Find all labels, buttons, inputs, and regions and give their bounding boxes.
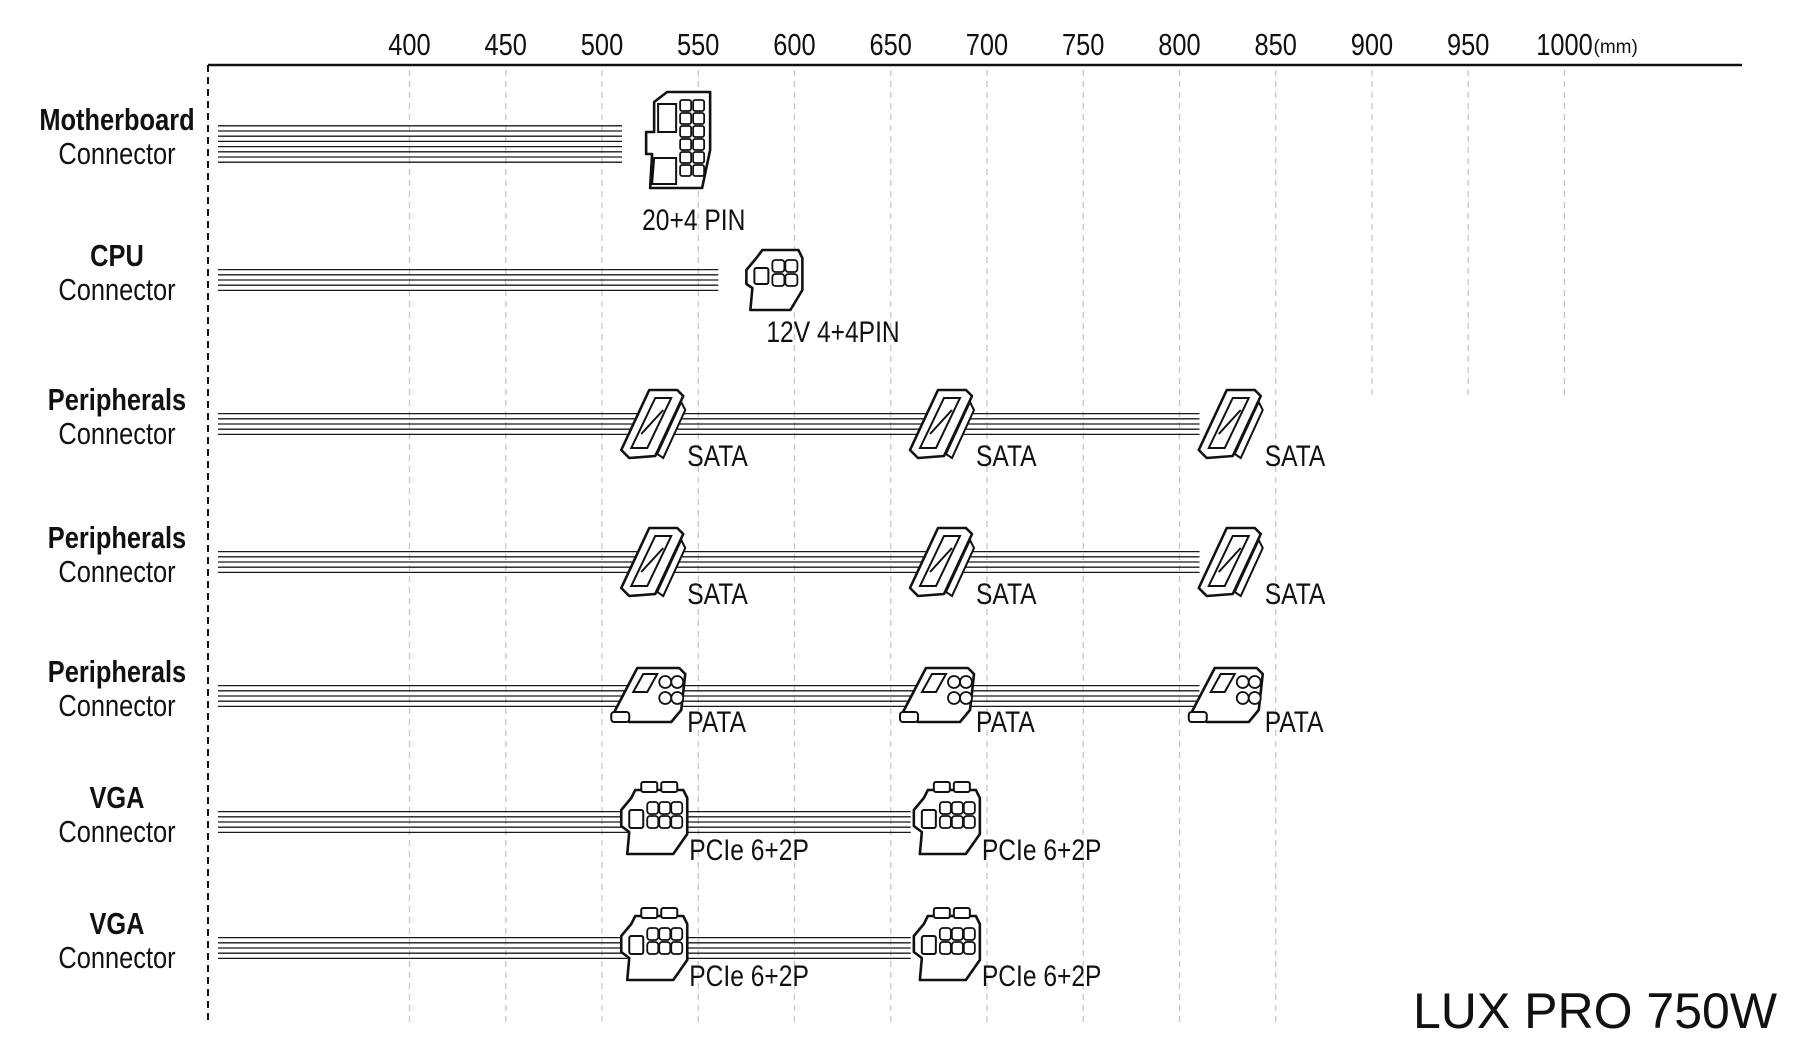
connector-label: SATA — [1265, 439, 1326, 473]
connector-label: SATA — [687, 577, 748, 611]
sata-connector-icon — [908, 526, 976, 598]
connector-label: PCIe 6+2P — [689, 833, 809, 867]
sata-connector-icon — [619, 388, 687, 460]
connector-label: PATA — [976, 705, 1035, 739]
wire-bundle — [218, 810, 911, 834]
model-name: LUX PRO 750W — [1413, 983, 1778, 1039]
row-subtitle: Connector — [58, 941, 175, 976]
row-title: Peripherals — [48, 521, 186, 556]
tick-label-550: 550 — [677, 28, 719, 63]
tick-label-950: 950 — [1447, 28, 1489, 63]
row-subtitle: Connector — [58, 417, 175, 452]
tick-label-400: 400 — [388, 28, 430, 63]
row-subtitle: Connector — [58, 555, 175, 590]
wire-bundle — [218, 550, 1200, 574]
tick-label-800: 800 — [1158, 28, 1200, 63]
tick-label-700: 700 — [966, 28, 1008, 63]
tick-label-500: 500 — [581, 28, 623, 63]
connector-label: SATA — [976, 439, 1037, 473]
connector-label: PATA — [687, 705, 746, 739]
row-title: VGA — [89, 907, 144, 942]
tick-label-1000: 1000 — [1536, 28, 1593, 63]
pcie-connector-icon — [619, 781, 689, 856]
row-subtitle: Connector — [58, 815, 175, 850]
grid-lines — [408, 70, 1566, 1022]
connector-label: SATA — [1265, 577, 1326, 611]
tick-label-450: 450 — [485, 28, 527, 63]
connector-label: 20+4 PIN — [642, 203, 745, 237]
pcie-connector-icon — [912, 781, 982, 856]
pcie-connector-icon — [619, 907, 689, 982]
tick-label-650: 650 — [870, 28, 912, 63]
row-subtitle: Connector — [58, 689, 175, 724]
row-subtitle: Connector — [58, 273, 175, 308]
tick-label-850: 850 — [1255, 28, 1297, 63]
row-subtitle: Connector — [58, 137, 175, 172]
connector-label: PCIe 6+2P — [689, 959, 809, 993]
sata-connector-icon — [1197, 388, 1264, 460]
connector-label: SATA — [687, 439, 748, 473]
sata-connector-icon — [908, 388, 976, 460]
length-axis: 400 450 500 550 600 650 700 750 800 850 900 950 1000… — [207, 28, 1742, 1022]
connector-label: 12V 4+4PIN — [766, 315, 899, 349]
tick-label-600: 600 — [773, 28, 815, 63]
wire-bundle — [218, 936, 911, 960]
sata-connector-icon — [1197, 526, 1264, 598]
pcie-connector-icon — [912, 907, 982, 982]
row-title: VGA — [89, 781, 144, 816]
row-title: Motherboard — [39, 103, 194, 138]
tick-label-750: 750 — [1062, 28, 1104, 63]
atx24-connector-icon — [644, 90, 712, 190]
pata-connector-icon — [899, 666, 976, 724]
axis-unit-label: (mm) — [1594, 37, 1638, 58]
eps8-connector-icon — [745, 248, 804, 312]
sata-connector-icon — [619, 526, 687, 598]
connector-label: PCIe 6+2P — [982, 959, 1102, 993]
tick-label-900: 900 — [1351, 28, 1393, 63]
connector-label: PATA — [1265, 705, 1324, 739]
row-title: CPU — [90, 239, 144, 274]
connector-label: SATA — [976, 577, 1037, 611]
wire-bundle — [218, 268, 719, 292]
connector-label: PCIe 6+2P — [982, 833, 1102, 867]
row-title: Peripherals — [48, 655, 186, 690]
wire-bundle — [218, 684, 1200, 708]
pata-connector-icon — [610, 666, 687, 724]
wire-bundle — [218, 125, 622, 163]
row-title: Peripherals — [48, 383, 186, 418]
pata-connector-icon — [1187, 666, 1265, 724]
wire-bundle — [218, 412, 1200, 436]
